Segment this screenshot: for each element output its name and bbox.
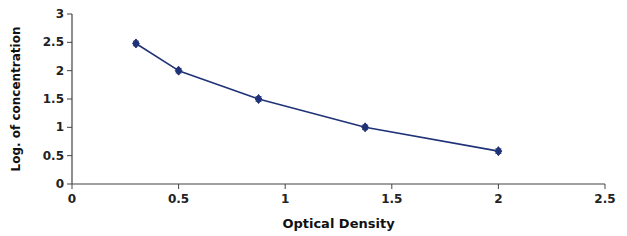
y-tick [67, 99, 72, 100]
chart-container: 0 0.5 1 1.5 2 2.5 3 0 0.5 1 1.5 2 2.5 Optical Density… [0, 0, 627, 236]
point [255, 95, 262, 104]
chart-svg: 0 0.5 1 1.5 2 2.5 3 0 0.5 1 1.5 2 2.5 Optical Density… [0, 0, 627, 236]
page: {"chart_data": {"type": "line", "xlabel"… [0, 0, 627, 236]
x-tick-label: 2.5 [594, 192, 615, 206]
y-tick [67, 70, 72, 71]
point [362, 123, 369, 132]
y-axis-label: Log. of concentration [9, 27, 23, 172]
y-tick-label: 0 [56, 177, 64, 191]
y-tick-label: 1.5 [43, 92, 64, 106]
x-tick-label: 2 [494, 192, 502, 206]
y-tick [67, 14, 72, 15]
x-tick-label: 1.5 [381, 192, 402, 206]
y-tick [67, 127, 72, 128]
point [495, 147, 502, 156]
y-tick-label: 2 [56, 64, 64, 78]
x-tick-label: 0 [68, 192, 76, 206]
x-tick [391, 184, 392, 189]
y-tick-label: 1 [56, 120, 64, 134]
y-tick-label: 3 [56, 7, 64, 21]
y-tick [67, 42, 72, 43]
y-tick [67, 184, 72, 185]
y-tick-label: 0.5 [43, 149, 64, 163]
y-axis-line [71, 14, 72, 184]
y-tick-label: 2.5 [43, 35, 64, 49]
x-tick [498, 184, 499, 189]
data-layer [133, 39, 502, 156]
x-tick [605, 184, 606, 189]
x-axis-label: Optical Density [282, 216, 395, 231]
point [133, 39, 140, 48]
x-tick [72, 184, 73, 189]
x-tick [285, 184, 286, 189]
line [136, 43, 498, 151]
x-tick-label: 1 [281, 192, 289, 206]
point [175, 66, 182, 75]
x-axis-line [72, 183, 605, 184]
axes: 0 0.5 1 1.5 2 2.5 3 0 0.5 1 1.5 2 2.5 [43, 7, 616, 206]
x-tick [178, 184, 179, 189]
y-tick [67, 155, 72, 156]
x-tick-label: 0.5 [168, 192, 189, 206]
